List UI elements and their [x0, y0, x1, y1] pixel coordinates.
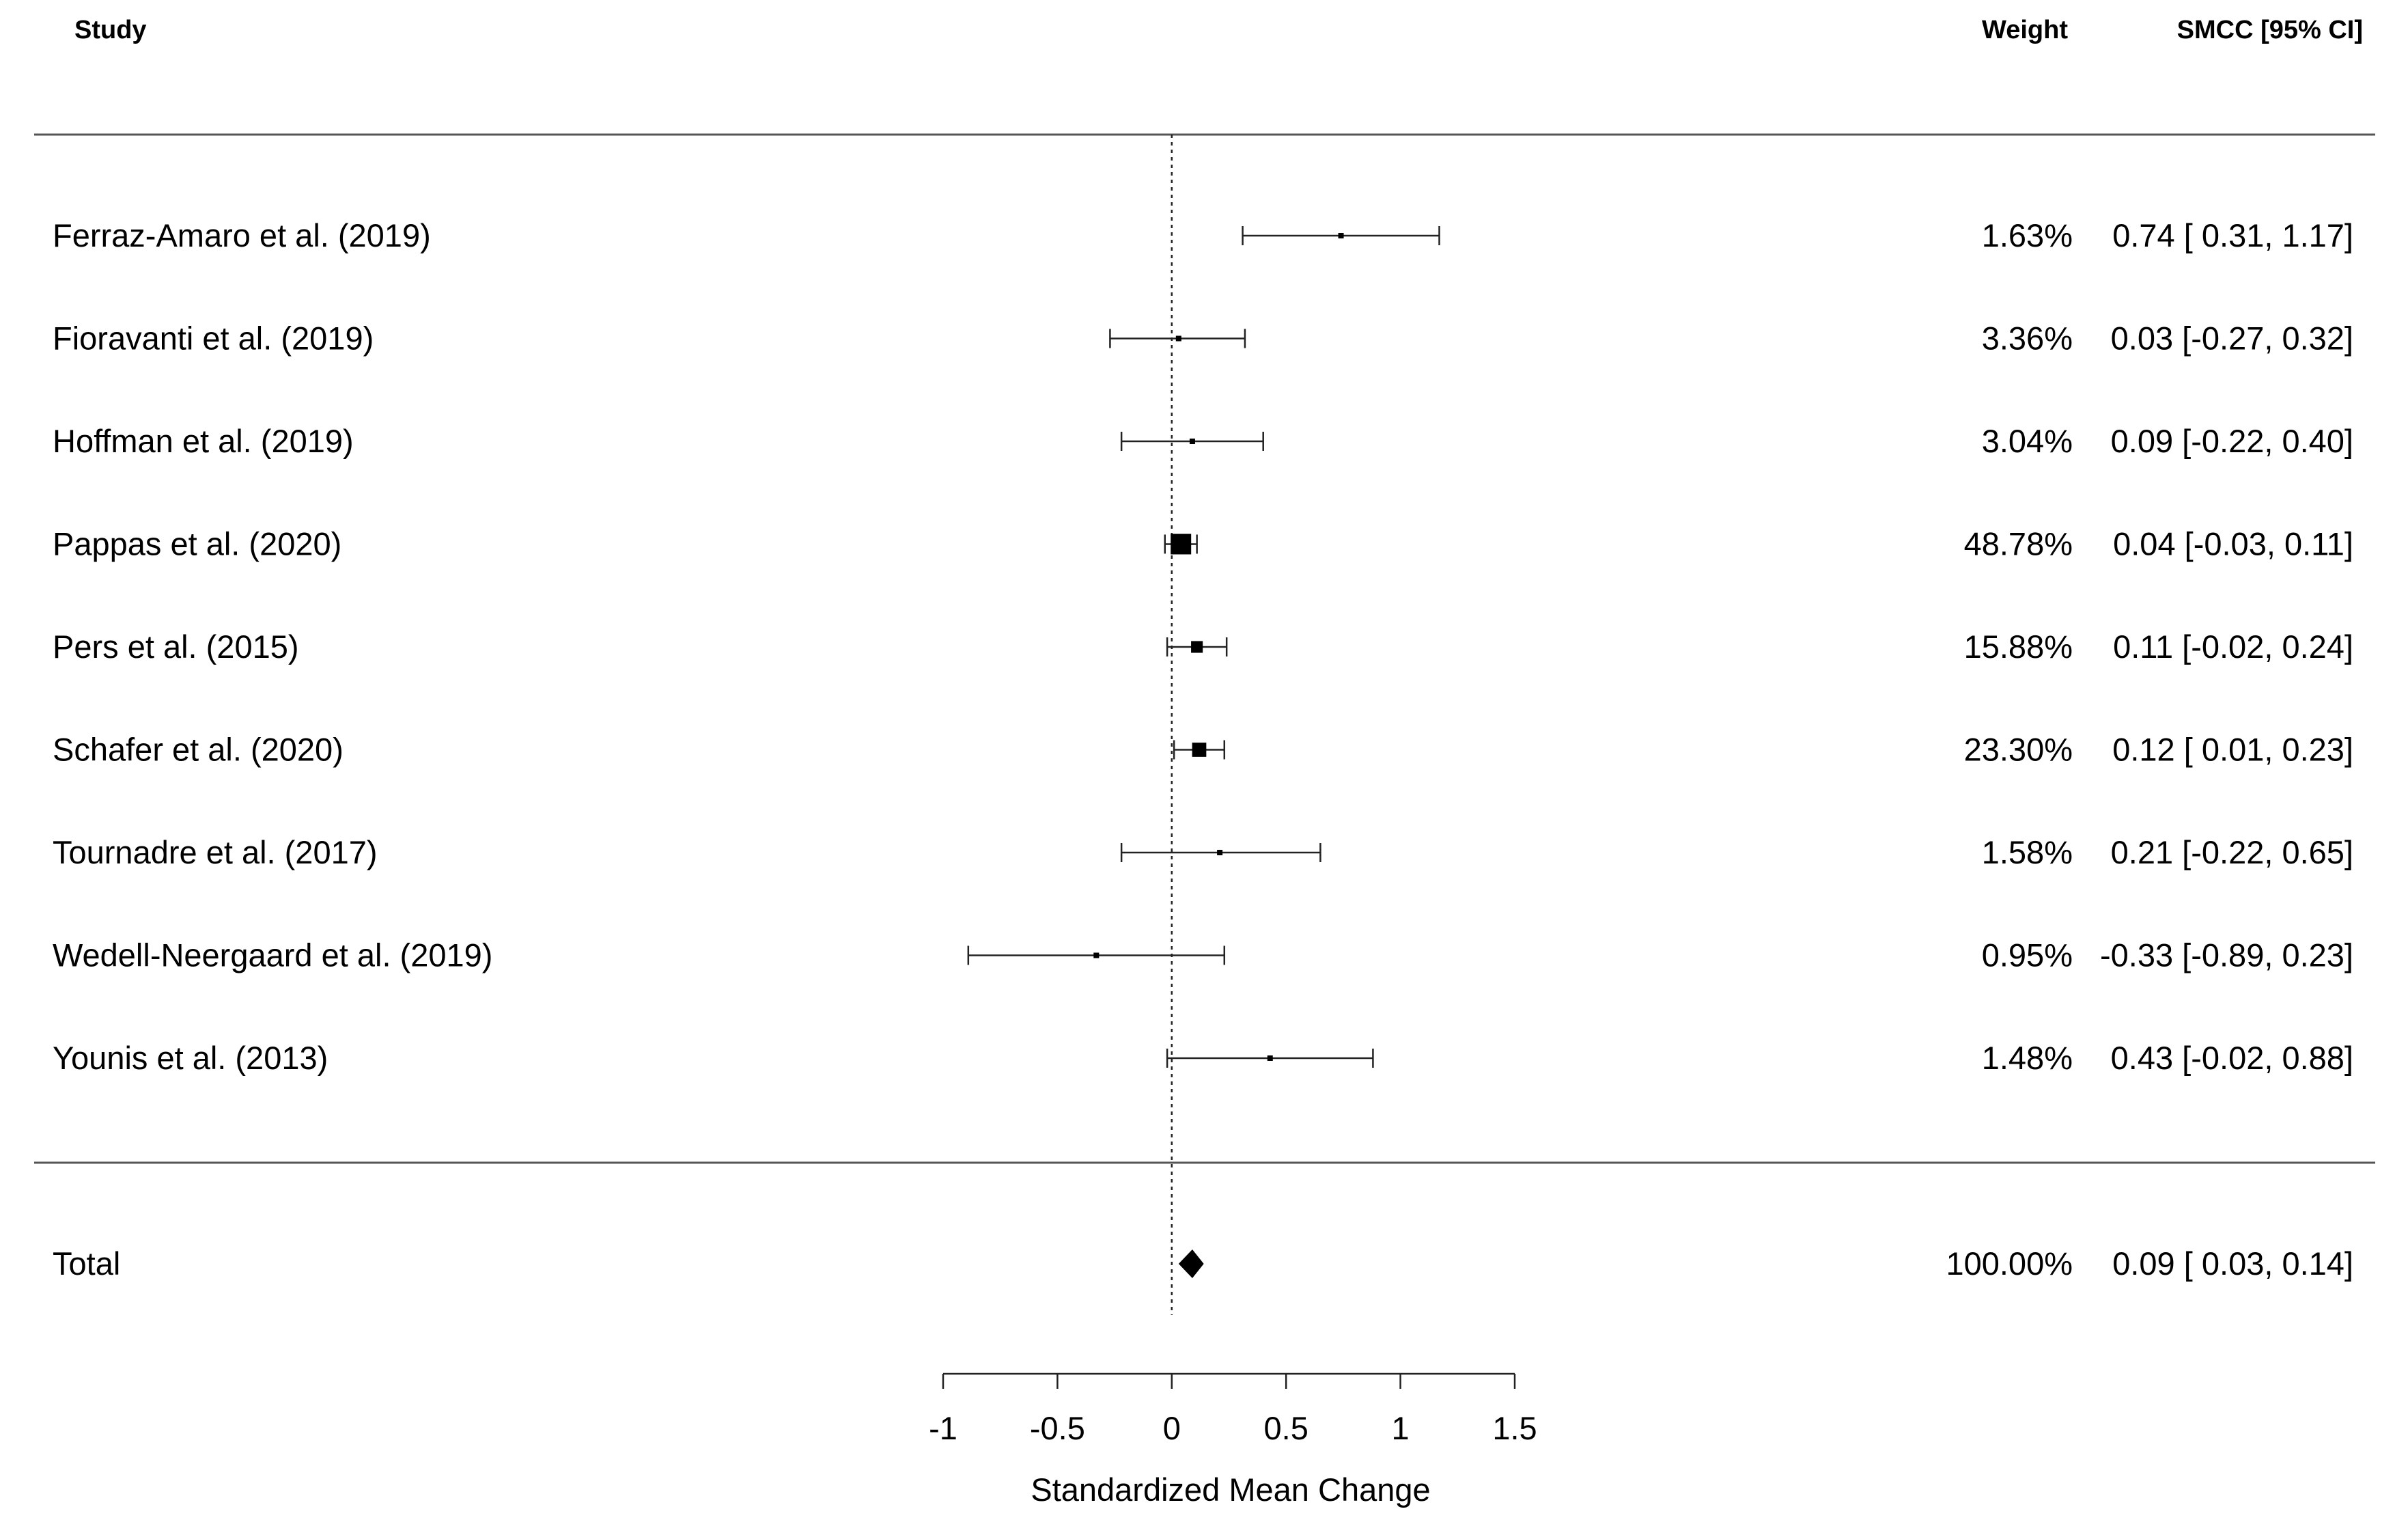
- study-ci-text: 0.43 [-0.02, 0.88]: [2111, 1040, 2353, 1076]
- study-weight: 1.63%: [1982, 217, 2073, 253]
- study-row: Hoffman et al. (2019) 3.04% 0.09 [-0.22, 0…: [53, 423, 2353, 459]
- total-weight: 100.00%: [1946, 1245, 2073, 1282]
- study-ci-text: 0.74 [ 0.31, 1.17]: [2112, 217, 2353, 253]
- study-ci-text: 0.03 [-0.27, 0.32]: [2111, 320, 2353, 357]
- study-weight: 3.04%: [1982, 423, 2073, 459]
- point-estimate: [1192, 743, 1207, 757]
- header-effect: SMCC [95% CI]: [2177, 16, 2363, 44]
- study-label: Hoffman et al. (2019): [53, 423, 354, 459]
- study-label: Fioravanti et al. (2019): [53, 320, 374, 357]
- study-weight: 15.88%: [1964, 628, 2073, 665]
- study-rows: Ferraz-Amaro et al. (2019) 1.63% 0.74 [ 0.…: [53, 217, 2353, 1282]
- summary-diamond: [1178, 1249, 1204, 1278]
- x-tick-label: 0: [1163, 1410, 1181, 1446]
- point-estimate: [1171, 534, 1192, 555]
- study-ci-text: 0.21 [-0.22, 0.65]: [2111, 834, 2353, 870]
- study-ci-text: 0.09 [-0.22, 0.40]: [2111, 423, 2353, 459]
- point-estimate: [1093, 952, 1100, 958]
- plot-area: [967, 135, 1440, 1315]
- x-tick-label: 0.5: [1264, 1410, 1308, 1446]
- point-estimate: [1217, 850, 1223, 855]
- study-weight: 3.36%: [1982, 320, 2073, 357]
- point-estimate: [1338, 233, 1344, 238]
- x-tick-label: -0.5: [1030, 1410, 1085, 1446]
- study-label: Pappas et al. (2020): [53, 526, 341, 562]
- study-ci-text: 0.12 [ 0.01, 0.23]: [2112, 732, 2353, 768]
- x-tick-label: 1.5: [1492, 1410, 1537, 1446]
- header-weight: Weight: [1982, 16, 2068, 44]
- study-weight: 23.30%: [1964, 732, 2073, 768]
- study-weight: 48.78%: [1964, 526, 2073, 562]
- study-row: Schafer et al. (2020) 23.30% 0.12 [ 0.01, …: [53, 732, 2353, 768]
- study-label: Tournadre et al. (2017): [53, 834, 378, 870]
- study-weight: 1.48%: [1982, 1040, 2073, 1076]
- point-estimate: [1191, 641, 1203, 653]
- study-row: Pappas et al. (2020) 48.78% 0.04 [-0.03, 0…: [53, 526, 2353, 562]
- study-label: Pers et al. (2015): [53, 628, 299, 665]
- study-row: Ferraz-Amaro et al. (2019) 1.63% 0.74 [ 0.…: [53, 217, 2353, 253]
- study-row: Wedell-Neergaard et al. (2019) 0.95% -0.33…: [53, 937, 2353, 973]
- x-tick-label: 1: [1392, 1410, 1410, 1446]
- study-weight: 0.95%: [1982, 937, 2073, 973]
- study-label: Younis et al. (2013): [53, 1040, 328, 1076]
- total-row: Total 100.00% 0.09 [ 0.03, 0.14]: [53, 1245, 2353, 1282]
- x-axis: -1 -0.5 0 0.5 1 1.5: [929, 1372, 1537, 1446]
- header-study: Study: [74, 16, 147, 44]
- study-row: Pers et al. (2015) 15.88% 0.11 [-0.02, 0.2…: [53, 628, 2353, 665]
- study-ci-text: -0.33 [-0.89, 0.23]: [2100, 937, 2353, 973]
- point-estimate: [1175, 335, 1181, 342]
- total-label: Total: [53, 1245, 120, 1282]
- study-row: Tournadre et al. (2017) 1.58% 0.21 [-0.22,…: [53, 834, 2353, 870]
- total-ci-text: 0.09 [ 0.03, 0.14]: [2112, 1245, 2353, 1282]
- study-row: Fioravanti et al. (2019) 3.36% 0.03 [-0.27…: [53, 320, 2353, 357]
- study-label: Wedell-Neergaard et al. (2019): [53, 937, 492, 973]
- x-tick-label: -1: [929, 1410, 957, 1446]
- x-axis-label: Standardized Mean Change: [1031, 1471, 1430, 1508]
- point-estimate: [1189, 439, 1195, 444]
- point-estimate: [1267, 1055, 1273, 1061]
- study-ci-text: 0.04 [-0.03, 0.11]: [2113, 526, 2353, 562]
- study-ci-text: 0.11 [-0.02, 0.24]: [2113, 628, 2353, 665]
- study-weight: 1.58%: [1982, 834, 2073, 870]
- study-label: Ferraz-Amaro et al. (2019): [53, 217, 431, 253]
- study-row: Younis et al. (2013) 1.48% 0.43 [-0.02, 0.…: [53, 1040, 2353, 1076]
- study-label: Schafer et al. (2020): [53, 732, 344, 768]
